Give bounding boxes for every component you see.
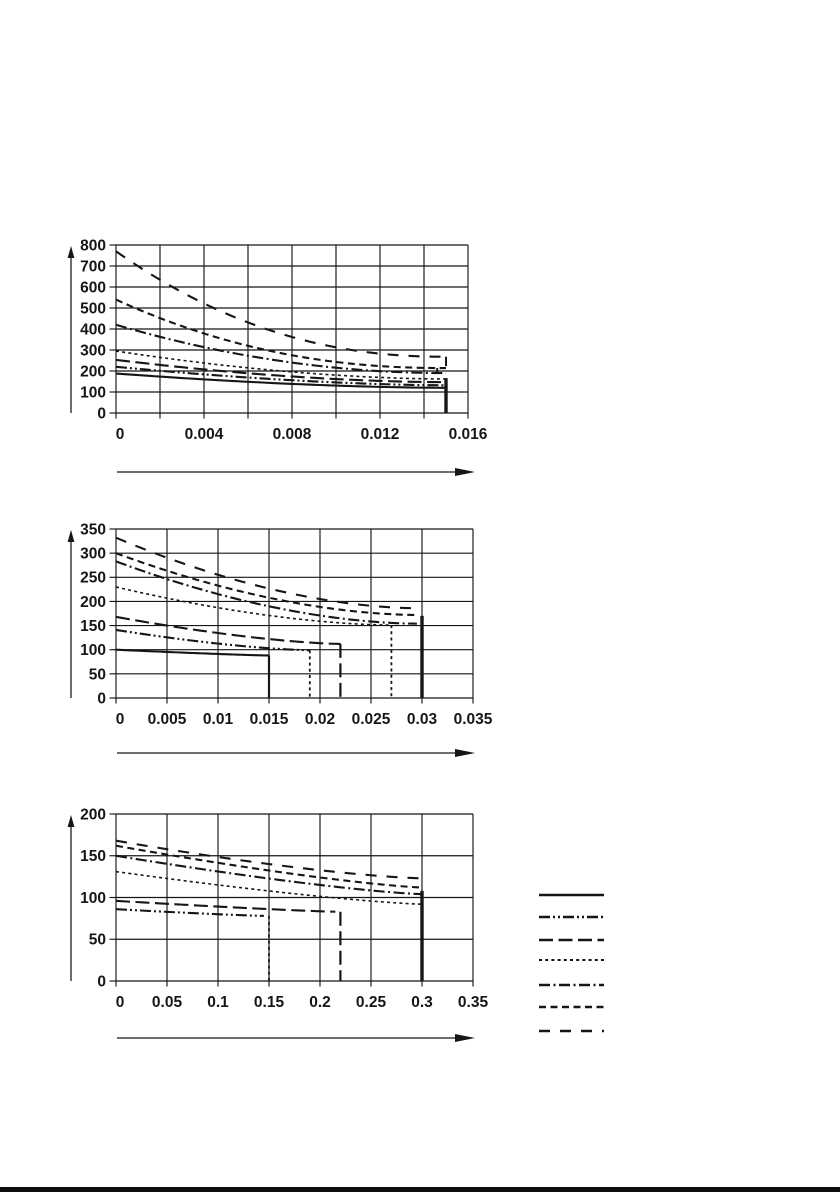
x-tick-label: 0.01 <box>203 711 234 728</box>
y-tick-label: 700 <box>80 258 106 275</box>
chart-1: 800 700 600 500 400 300 200 100 00 0.004 0.008 0.01… <box>67 237 488 476</box>
x-tick-label: 0.016 <box>449 426 488 443</box>
y-tick-label: 200 <box>80 806 106 823</box>
chart-1-grid <box>109 244 469 419</box>
x-tick-label: 0 <box>116 711 125 728</box>
y-tick-label: 300 <box>80 342 106 359</box>
y-tick-label: 100 <box>80 890 106 907</box>
chart-2: 350 300 250 200 150 100 50 00 0.005 0.01 0.015 0.02… <box>67 521 493 757</box>
y-tick-label: 50 <box>89 932 106 949</box>
curve-long_dash <box>115 358 447 384</box>
y-axis-arrow-head <box>67 530 75 542</box>
x-tick-label: 0.1 <box>207 994 229 1011</box>
y-tick-label: 150 <box>80 848 106 865</box>
y-tick-label: 200 <box>80 594 106 611</box>
y-axis-arrow-head <box>67 246 75 258</box>
x-tick-label: 0.025 <box>352 711 391 728</box>
chart-2-grid <box>109 528 474 704</box>
x-axis-arrow-head <box>455 1034 475 1042</box>
y-tick-label: 50 <box>89 666 106 683</box>
curve-sparse_dash <box>115 250 447 358</box>
x-tick-label: 0.008 <box>273 426 312 443</box>
x-tick-label: 0.02 <box>305 711 335 728</box>
chart-3-grid <box>109 813 474 987</box>
x-tick-label: 0.2 <box>309 994 331 1011</box>
y-tick-label: 200 <box>80 363 106 380</box>
x-axis-arrow-head <box>455 468 475 476</box>
y-tick-label: 600 <box>80 279 106 296</box>
curve-solid <box>115 648 270 657</box>
curve-dash_dot_dot <box>115 628 310 652</box>
curve-dash_dot <box>115 560 417 625</box>
curve-dash_dot_dot <box>115 365 447 387</box>
x-tick-label: 0.035 <box>454 711 493 728</box>
y-tick-label: 100 <box>80 384 106 401</box>
x-tick-label: 0 <box>116 994 125 1011</box>
y-tick-label: 250 <box>80 570 106 587</box>
curve-long_dash <box>115 615 341 645</box>
y-tick-label: 0 <box>97 405 106 422</box>
x-tick-label: 0.015 <box>250 711 289 728</box>
curve-long_dash <box>115 899 336 913</box>
curve-dash_dot_dot <box>115 908 264 917</box>
legend <box>539 893 604 1033</box>
x-tick-label: 0.012 <box>361 426 400 443</box>
y-axis-arrow-head <box>67 815 75 827</box>
chart-3: 200 150 100 50 00 0.05 0.1 0.15 0.2 0.25 0.3 0.35 <box>67 806 489 1042</box>
x-tick-label: 0.004 <box>185 426 224 443</box>
y-tick-label: 350 <box>80 521 106 538</box>
y-tick-label: 0 <box>97 690 106 707</box>
x-tick-label: 0.35 <box>458 994 489 1011</box>
curve-solid <box>115 372 447 389</box>
curve-dash_dot <box>115 323 447 375</box>
x-tick-label: 0.05 <box>152 994 183 1011</box>
y-tick-label: 800 <box>80 237 106 254</box>
y-tick-label: 150 <box>80 618 106 635</box>
x-tick-label: 0.005 <box>148 711 187 728</box>
curve-sparse_dash <box>115 536 417 610</box>
x-tick-label: 0 <box>116 426 125 443</box>
curve-sparse_dash <box>115 839 423 880</box>
y-tick-label: 500 <box>80 300 106 317</box>
curve-dash <box>115 298 447 370</box>
x-tick-label: 0.25 <box>356 994 387 1011</box>
x-tick-label: 0.15 <box>254 994 285 1011</box>
y-tick-label: 100 <box>80 642 106 659</box>
x-axis-arrow-head <box>455 749 475 757</box>
curve-dash <box>115 844 423 889</box>
y-tick-label: 400 <box>80 321 106 338</box>
y-tick-label: 300 <box>80 546 106 563</box>
x-tick-label: 0.03 <box>407 711 438 728</box>
x-tick-label: 0.3 <box>411 994 433 1011</box>
page-footer-bar <box>0 1187 840 1192</box>
y-tick-label: 0 <box>97 973 106 990</box>
curve-dash <box>115 552 417 616</box>
curve-dot <box>115 870 423 905</box>
curve-dash_dot <box>115 854 423 896</box>
